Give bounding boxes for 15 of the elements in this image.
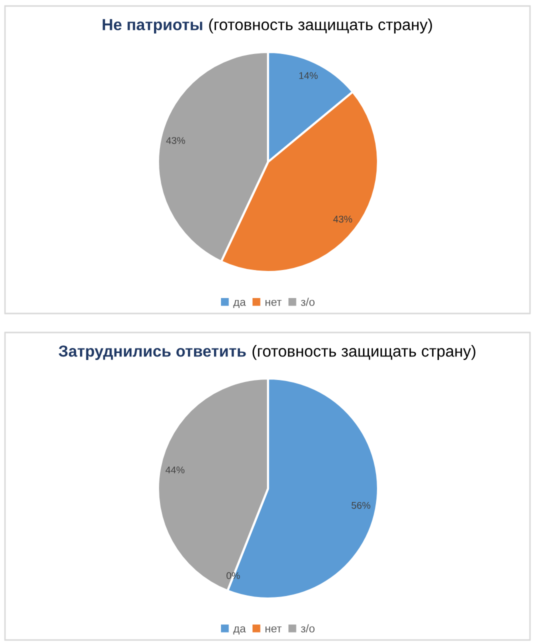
legend-label: нет xyxy=(266,300,282,306)
legend-label: з/о xyxy=(300,298,315,306)
data-label: 44% xyxy=(166,466,184,474)
data-label: 43% xyxy=(333,216,352,223)
legend-label: нет xyxy=(266,626,282,632)
legend-label: з/о xyxy=(300,624,315,632)
chart-subtitle: (готовность защищать страну) xyxy=(252,345,476,360)
chart-subtitle: (готовность защищать страну) xyxy=(209,18,432,34)
data-label: 56% xyxy=(352,502,370,509)
chart-title: Не патриоты xyxy=(102,19,202,34)
chart-title: Затруднились ответить xyxy=(58,345,246,360)
data-label: 43% xyxy=(166,137,186,144)
legend-label: да xyxy=(233,300,246,308)
data-label: 14% xyxy=(299,72,318,79)
legend-label: да xyxy=(233,626,246,635)
